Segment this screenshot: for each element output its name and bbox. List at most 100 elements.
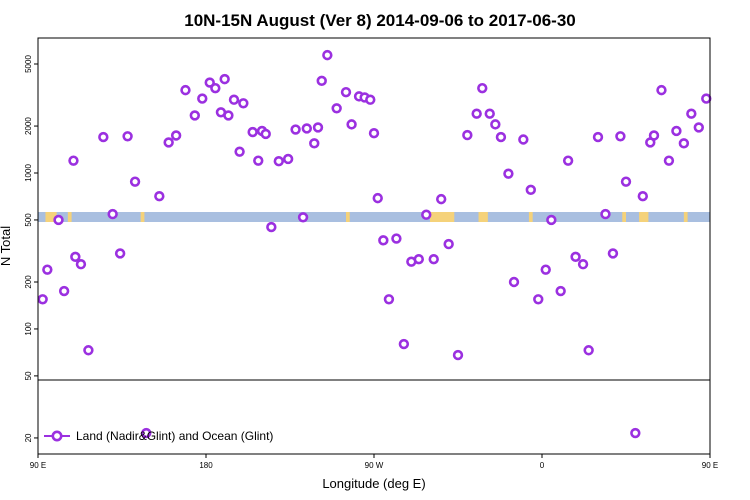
x-tick-label: 180 (199, 461, 213, 470)
data-point (197, 93, 208, 104)
data-point (701, 93, 712, 104)
data-point (637, 190, 648, 202)
data-point (562, 155, 574, 166)
land-segment (478, 212, 488, 222)
data-point (484, 108, 495, 119)
data-point (75, 259, 87, 270)
data-point (180, 84, 191, 96)
data-point (210, 82, 221, 94)
data-point (525, 184, 536, 196)
land-segment (430, 212, 455, 222)
data-point (686, 108, 697, 119)
data-point (378, 235, 389, 246)
land-segment (622, 212, 626, 222)
legend: Land (Nadir&Glint) and Ocean (Glint) (44, 429, 273, 443)
data-point (693, 122, 704, 133)
y-tick-label: 2000 (24, 117, 33, 135)
data-point (615, 131, 626, 142)
data-point (508, 276, 520, 288)
data-point (238, 98, 249, 109)
data-point (656, 84, 667, 96)
data-point (663, 155, 675, 166)
data-point (322, 49, 333, 61)
data-point (365, 94, 376, 105)
data-point (630, 427, 641, 439)
data-point (107, 208, 118, 220)
land-segment (45, 212, 57, 222)
data-point (462, 129, 473, 141)
data-point (170, 130, 182, 141)
data-point (620, 176, 632, 187)
y-tick-label: 500 (24, 213, 33, 227)
data-point (555, 285, 566, 297)
data-point (70, 251, 81, 263)
data-point (592, 131, 604, 143)
data-point (428, 254, 439, 265)
data-point (223, 110, 234, 121)
data-point (413, 254, 424, 265)
data-point (98, 131, 109, 143)
data-point (495, 131, 507, 143)
data-point (477, 82, 488, 94)
legend-label: Land (Nadir&Glint) and Ocean (Glint) (76, 429, 273, 443)
data-point (189, 110, 201, 121)
land-segment (528, 212, 533, 222)
x-tick-label: 90 E (30, 461, 46, 470)
data-point (331, 103, 342, 114)
x-axis-ticks: 90 E 180 90 W 0 90 E (30, 454, 718, 470)
y-tick-label: 1000 (24, 164, 33, 182)
data-point (154, 190, 165, 202)
data-point (490, 119, 501, 130)
x-tick-label: 90 W (365, 461, 384, 470)
land-segment (683, 212, 688, 222)
land-segment (140, 212, 145, 222)
data-point (58, 285, 70, 297)
data-point (340, 86, 352, 98)
x-axis-label: Longitude (deg E) (322, 476, 425, 491)
data-point (253, 155, 264, 166)
data-point (471, 108, 482, 119)
data-point (228, 94, 240, 105)
data-point (290, 124, 301, 135)
x-tick-label: 0 (540, 461, 545, 470)
data-point (443, 238, 454, 250)
data-point (671, 125, 682, 137)
y-tick-label: 50 (24, 371, 33, 380)
data-point (309, 138, 320, 149)
data-point (503, 168, 514, 179)
data-point (260, 128, 271, 140)
data-point (68, 155, 79, 166)
data-point (421, 209, 432, 220)
data-point (570, 251, 581, 263)
data-point (648, 130, 660, 141)
data-point (607, 248, 619, 259)
data-point (114, 248, 126, 259)
data-point (273, 156, 284, 167)
data-point (383, 294, 395, 305)
y-tick-label: 5000 (24, 55, 33, 73)
y-tick-label: 100 (24, 322, 33, 336)
data-point (678, 138, 690, 149)
legend-marker (51, 430, 63, 442)
data-point (346, 119, 357, 130)
y-tick-label: 200 (24, 275, 33, 289)
data-point (122, 131, 133, 142)
data-point (368, 127, 380, 139)
data-point (42, 264, 53, 275)
data-point (53, 214, 64, 226)
data-point (398, 338, 410, 350)
data-point (129, 176, 141, 187)
land-ocean-band (38, 212, 710, 222)
data-point (266, 221, 277, 233)
chart-title: 10N-15N August (Ver 8) 2014-09-06 to 201… (184, 11, 576, 30)
data-point (518, 134, 529, 145)
data-point (533, 294, 544, 305)
data-point (141, 427, 152, 439)
y-tick-label: 20 (24, 433, 33, 442)
y-axis-label: N Total (0, 226, 13, 266)
data-point (297, 212, 309, 223)
land-segment (346, 212, 350, 222)
data-point (83, 345, 94, 356)
data-point (452, 349, 464, 361)
